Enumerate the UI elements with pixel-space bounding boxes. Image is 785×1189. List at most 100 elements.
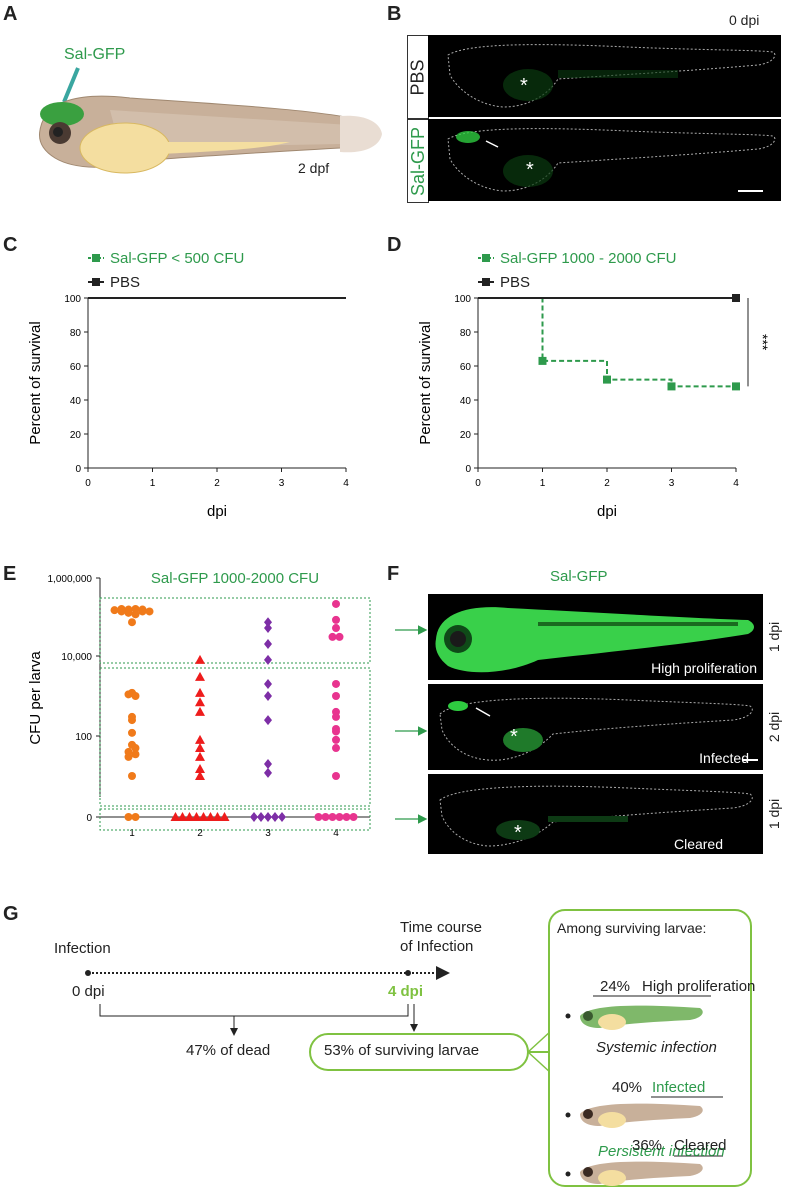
data-point xyxy=(332,744,340,753)
data-point xyxy=(264,812,272,822)
data-point xyxy=(117,607,126,616)
panel-label-e: E xyxy=(3,563,17,585)
legend-entry: Sal-GFP < 500 CFU xyxy=(88,250,244,267)
x-tick-label: 2 xyxy=(214,478,220,489)
data-point xyxy=(264,715,272,726)
data-point xyxy=(332,679,340,688)
data-point xyxy=(184,812,195,821)
data-point xyxy=(198,812,209,821)
y-tick-label: 60 xyxy=(460,362,472,373)
legend-marker xyxy=(92,278,100,286)
data-point xyxy=(332,735,340,744)
dpi0-label: 0 dpi xyxy=(72,983,105,1000)
data-point xyxy=(314,813,323,821)
group-box-high-proliferation xyxy=(99,597,371,664)
data-point xyxy=(131,604,140,613)
data-point xyxy=(264,617,272,628)
y-tick-label: 100 xyxy=(75,732,92,743)
data-point xyxy=(264,691,272,701)
group-box-infected xyxy=(99,667,371,807)
infection-label: Infection xyxy=(54,940,111,957)
x-tick-label: 4 xyxy=(343,478,349,489)
pbs-row-label: PBS xyxy=(407,35,429,119)
data-point xyxy=(195,671,205,681)
data-point xyxy=(131,750,140,759)
data-point xyxy=(332,712,340,721)
injection-needle xyxy=(62,67,80,103)
panel-label-c: C xyxy=(3,234,18,256)
data-point xyxy=(195,743,205,753)
group-box-cleared xyxy=(99,808,371,831)
x-tick-label: 2 xyxy=(197,828,203,839)
y-tick-label: 10,000 xyxy=(61,652,92,663)
data-point xyxy=(328,813,337,821)
stage-label: 2 dpf xyxy=(298,160,330,176)
legend-entry: PBS xyxy=(88,274,140,291)
data-point xyxy=(332,599,340,608)
data-point xyxy=(332,624,340,633)
panel-label-a: A xyxy=(3,3,18,25)
series-line xyxy=(478,297,736,388)
data-point xyxy=(321,813,330,821)
y-tick-label: 100 xyxy=(64,294,81,305)
data-point xyxy=(205,812,216,821)
x-tick-label: 3 xyxy=(279,478,285,489)
y-tick-label: 20 xyxy=(70,430,82,441)
survival-chart-d: 0 20 40 60 80 100 0 1 2 3 4 dpi Percent of survival S… xyxy=(417,250,771,520)
infected-image: * Infected xyxy=(428,684,763,770)
data-point xyxy=(332,692,340,700)
y-tick-label: 40 xyxy=(70,396,82,407)
legend-label: PBS xyxy=(500,274,530,291)
data-point xyxy=(538,356,547,365)
label-cleared: Cleared xyxy=(674,1137,727,1154)
data-point xyxy=(264,623,272,634)
surviving-label: 53% of surviving larvae xyxy=(324,1042,480,1059)
y-axis-title: Percent of survival xyxy=(27,321,44,444)
legend-label: PBS xyxy=(110,274,140,291)
y-tick-label: 0 xyxy=(86,813,92,824)
x-axis-title: dpi xyxy=(207,503,227,520)
data-point xyxy=(195,771,205,780)
asterisk: * xyxy=(520,75,528,97)
data-point xyxy=(191,812,202,821)
data-point xyxy=(257,812,265,822)
pct-high: 24% xyxy=(600,978,631,995)
legend-marker xyxy=(482,278,490,286)
data-point xyxy=(124,608,133,617)
y-tick-label: 80 xyxy=(460,328,472,339)
salgfp-row-label: Sal-GFP xyxy=(407,119,429,203)
y-axis-title: Percent of survival xyxy=(417,321,434,444)
data-point xyxy=(195,751,205,761)
data-point xyxy=(349,813,358,821)
data-point xyxy=(271,812,279,822)
data-point xyxy=(124,690,133,699)
x-tick-label: 3 xyxy=(669,478,675,489)
data-point xyxy=(667,382,676,391)
cleared-image: * Cleared xyxy=(428,774,763,854)
dpi4-label: 4 dpi xyxy=(388,983,424,1000)
time-course-label: Time course xyxy=(400,919,482,936)
data-point xyxy=(335,632,344,641)
chart-title: Sal-GFP 1000-2000 CFU xyxy=(151,570,319,587)
x-tick-label: 4 xyxy=(733,478,739,489)
caption-high-proliferation: High proliferation xyxy=(651,660,757,676)
time-label-1: 1 dpi xyxy=(764,594,784,680)
data-point xyxy=(732,382,740,391)
panel-label-d: D xyxy=(387,234,402,256)
data-point xyxy=(212,812,223,821)
x-tick-label: 1 xyxy=(150,478,156,489)
data-point xyxy=(278,812,286,822)
larva-outline xyxy=(447,44,776,108)
data-point xyxy=(335,813,344,821)
asterisk: * xyxy=(514,822,522,844)
legend-label: Sal-GFP 1000 - 2000 CFU xyxy=(500,250,676,267)
data-point xyxy=(264,654,272,665)
data-point xyxy=(195,763,205,773)
legend-entry: Sal-GFP 1000 - 2000 CFU xyxy=(478,250,676,267)
salgfp-fluorescence-image: * xyxy=(428,119,781,201)
x-tick-label: 3 xyxy=(265,828,271,839)
larva-outline xyxy=(447,128,776,192)
time-label-3: 1 dpi xyxy=(764,774,784,854)
time-label-2: 2 dpi xyxy=(764,684,784,770)
data-point xyxy=(128,618,136,627)
